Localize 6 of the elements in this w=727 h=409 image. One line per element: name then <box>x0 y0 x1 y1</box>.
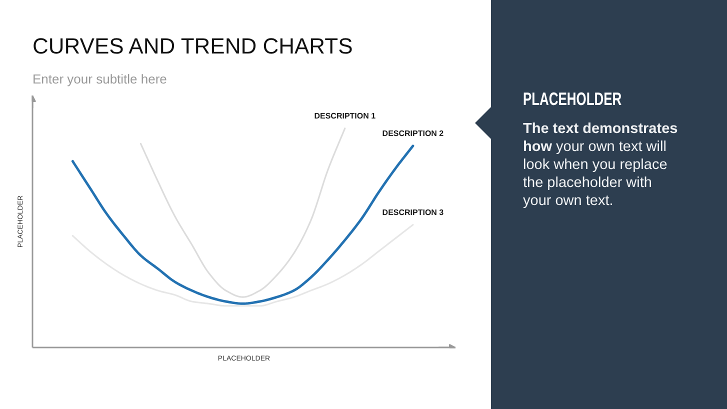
chart-title: CURVES AND TREND CHARTS <box>32 34 353 58</box>
series-label: DESCRIPTION 2 <box>382 128 444 138</box>
text: PLACEHOLDER <box>523 89 622 110</box>
series-label: DESCRIPTION 1 <box>314 111 376 120</box>
series-label: DESCRIPTION 3 <box>382 208 444 217</box>
chart-subtitle: Enter your subtitle here <box>32 72 167 86</box>
